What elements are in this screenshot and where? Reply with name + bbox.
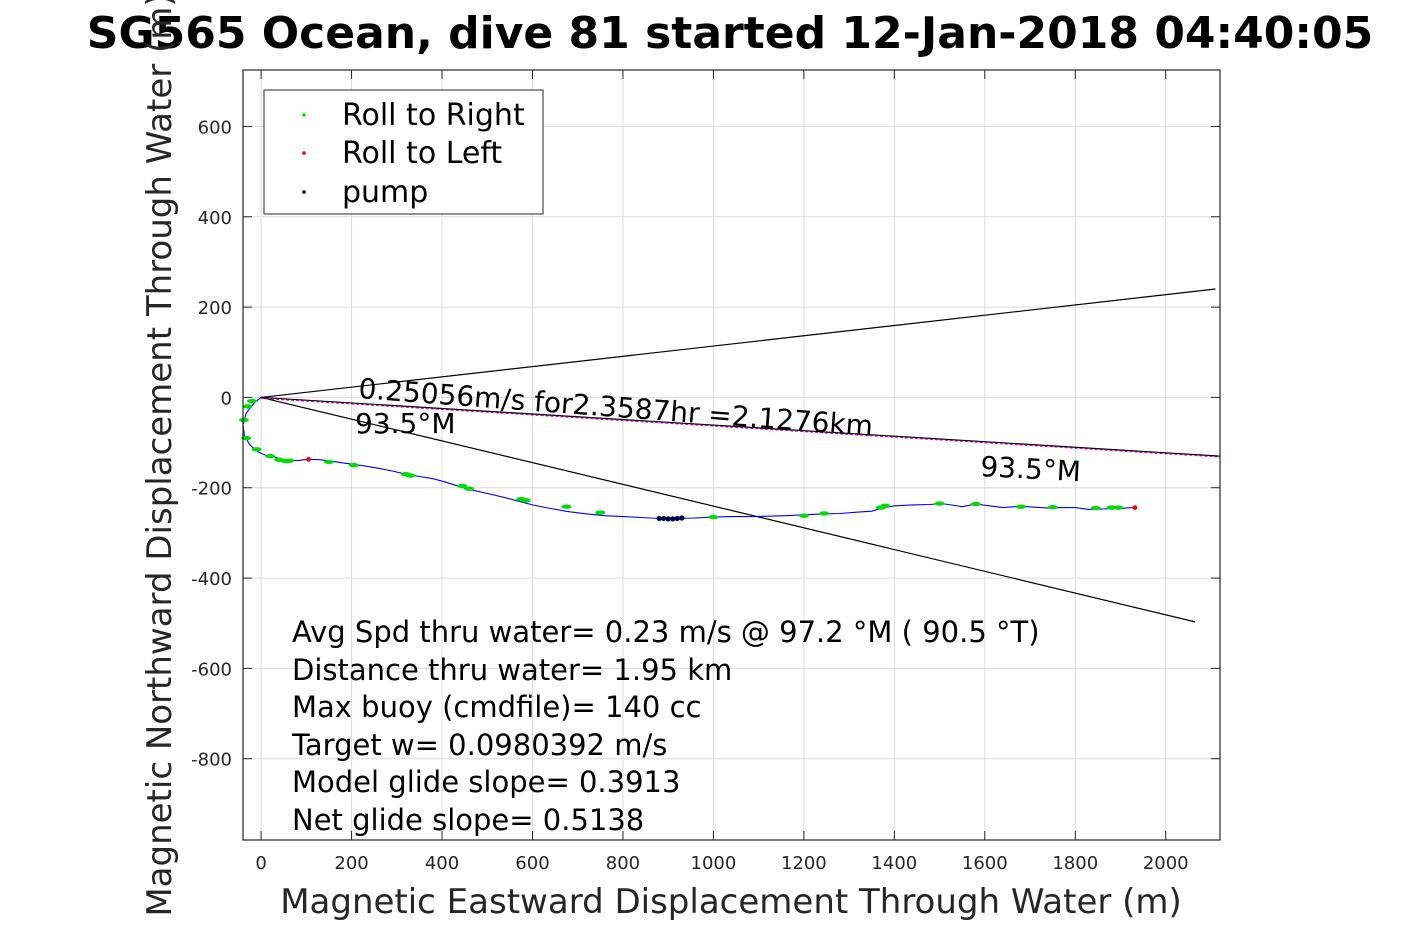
y-tick-label: -400 [191, 569, 232, 590]
roll-right-point [875, 505, 886, 510]
cone-upper-line [261, 288, 1216, 399]
legend-label-roll-right: Roll to Right [342, 98, 525, 133]
pump-point [656, 515, 662, 522]
roll-right-point [242, 404, 253, 409]
roll-right-point [561, 504, 572, 509]
stats-line: Max buoy (cmdfile)= 140 cc [292, 690, 701, 724]
x-tick-label: 200 [334, 853, 368, 874]
pump-point [679, 515, 685, 521]
y-tick-label: 400 [198, 208, 232, 229]
roll-right-point [457, 483, 468, 489]
x-tick-label: 2000 [1143, 853, 1189, 874]
stats-line: Avg Spd thru water= 0.23 m/s @ 97.2 °M (… [292, 615, 1040, 649]
y-axis-ticks: 600 400 200 0 -200 -400 -600 -800 [191, 117, 1220, 771]
x-tick-label: 0 [255, 853, 266, 874]
roll-right-point [520, 498, 531, 503]
roll-right-point [284, 458, 295, 463]
roll-right-point [238, 417, 249, 423]
dive-track [242, 396, 1135, 520]
x-tick-label: 1200 [781, 853, 827, 874]
heading-line [261, 396, 1221, 457]
roll-right-point [1015, 504, 1026, 509]
pump-point [661, 515, 667, 522]
y-axis-label: Magnetic Northward Displacement Through … [140, 0, 180, 917]
x-tick-label: 1400 [871, 853, 917, 874]
roll-right-point [1113, 505, 1124, 510]
legend-marker-pump [302, 190, 306, 194]
roll-left-point [1132, 505, 1138, 511]
heading-line-magenta [261, 397, 1221, 458]
x-axis-label: Magnetic Eastward Displacement Through W… [280, 882, 1182, 922]
legend-marker-roll-left [302, 151, 306, 155]
x-tick-label: 600 [515, 853, 549, 874]
stats-line: Net glide slope= 0.5138 [292, 803, 644, 837]
roll-right-point [323, 459, 334, 465]
roll-right-point [970, 501, 981, 507]
roll-right-point [247, 398, 258, 404]
roll-right-point [241, 435, 252, 441]
x-tick-label: 1000 [691, 853, 737, 874]
pump-point [670, 516, 676, 522]
plot-frame [242, 69, 1221, 841]
y-tick-label: 200 [198, 298, 232, 319]
x-tick-label: 1600 [962, 853, 1008, 874]
grid-lines [243, 70, 1220, 840]
roll-right-point [1090, 505, 1101, 511]
y-tick-label: -600 [191, 659, 232, 680]
roll-right-point [1047, 504, 1058, 510]
roll-left-point [306, 456, 311, 462]
legend: Roll to Right Roll to Left pump [263, 89, 544, 215]
roll-right-point [348, 462, 359, 468]
heading-annotation-far: 93.5°M [980, 450, 1082, 488]
pump-point [665, 516, 671, 522]
track-line [242, 396, 1135, 520]
legend-box [263, 89, 544, 215]
roll-right-point [405, 473, 416, 478]
stats-block: Avg Spd thru water= 0.23 m/s @ 97.2 °M (… [291, 615, 1040, 837]
track-markers [238, 398, 1138, 522]
roll-right-point [708, 514, 719, 520]
roll-right-point [798, 513, 809, 518]
roll-right-point [265, 453, 276, 459]
legend-label-roll-left: Roll to Left [342, 136, 502, 171]
x-tick-label: 800 [606, 853, 640, 874]
y-tick-label: -800 [191, 750, 232, 771]
chart-title: SG565 Ocean, dive 81 started 12-Jan-2018… [87, 8, 1373, 59]
roll-right-point [934, 501, 945, 506]
y-tick-label: 600 [198, 117, 232, 138]
heading-cone [260, 288, 1221, 623]
heading-annotation-near: 93.5°M [355, 407, 456, 440]
roll-right-point [251, 447, 262, 452]
y-tick-label: -200 [191, 479, 232, 500]
x-tick-label: 400 [425, 853, 459, 874]
x-tick-label: 1800 [1052, 853, 1098, 874]
legend-label-pump: pump [342, 175, 428, 210]
y-tick-label: 0 [221, 388, 232, 409]
pump-point [674, 515, 680, 522]
legend-marker-roll-right [302, 113, 306, 117]
stats-line: Target w= 0.0980392 m/s [291, 728, 667, 762]
roll-right-point [464, 486, 475, 491]
x-axis-ticks: 0 200 400 600 800 1000 1200 1400 1600 1800 2000 [255, 70, 1189, 874]
stats-line: Distance thru water= 1.95 km [292, 653, 732, 687]
cone-lower-line [260, 396, 1196, 623]
roll-right-point [595, 510, 606, 515]
stats-line: Model glide slope= 0.3913 [292, 765, 680, 799]
roll-right-point [819, 511, 830, 516]
